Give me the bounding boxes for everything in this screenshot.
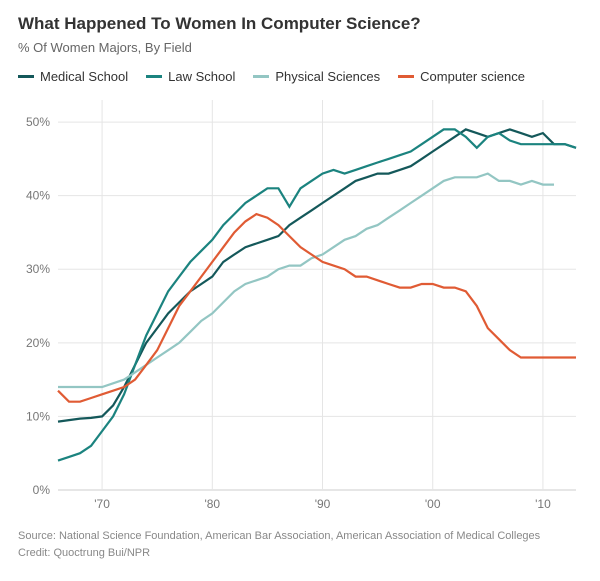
chart-subtitle: % Of Women Majors, By Field [18, 40, 582, 55]
svg-text:0%: 0% [33, 483, 51, 497]
legend-item: Physical Sciences [253, 69, 380, 84]
svg-text:'70: '70 [94, 497, 110, 511]
legend-item: Medical School [18, 69, 128, 84]
source-text: Source: National Science Foundation, Ame… [18, 528, 582, 545]
legend-label: Physical Sciences [275, 69, 380, 84]
svg-text:50%: 50% [26, 115, 50, 129]
svg-text:20%: 20% [26, 336, 50, 350]
chart-container: What Happened To Women In Computer Scien… [0, 0, 600, 581]
legend-swatch [398, 75, 414, 78]
legend-swatch [18, 75, 34, 78]
svg-text:30%: 30% [26, 262, 50, 276]
legend-label: Computer science [420, 69, 525, 84]
legend: Medical School Law School Physical Scien… [18, 69, 582, 84]
legend-item: Law School [146, 69, 235, 84]
legend-label: Medical School [40, 69, 128, 84]
chart-footer: Source: National Science Foundation, Ame… [18, 528, 582, 561]
credit-text: Credit: Quoctrung Bui/NPR [18, 545, 582, 562]
legend-label: Law School [168, 69, 235, 84]
legend-swatch [146, 75, 162, 78]
chart-svg: 0% 10% 20% 30% 40% 50% '70 '80 '90 '00 '10 [18, 94, 582, 514]
svg-text:'00: '00 [425, 497, 441, 511]
svg-text:'90: '90 [315, 497, 331, 511]
series-line [58, 129, 576, 460]
svg-text:'10: '10 [535, 497, 551, 511]
svg-text:40%: 40% [26, 189, 50, 203]
series-line [58, 174, 554, 387]
svg-text:10%: 10% [26, 409, 50, 423]
series-line [58, 214, 576, 402]
chart-plot: 0% 10% 20% 30% 40% 50% '70 '80 '90 '00 '10 [18, 94, 582, 514]
legend-item: Computer science [398, 69, 525, 84]
svg-text:'80: '80 [204, 497, 220, 511]
chart-title: What Happened To Women In Computer Scien… [18, 14, 582, 34]
legend-swatch [253, 75, 269, 78]
